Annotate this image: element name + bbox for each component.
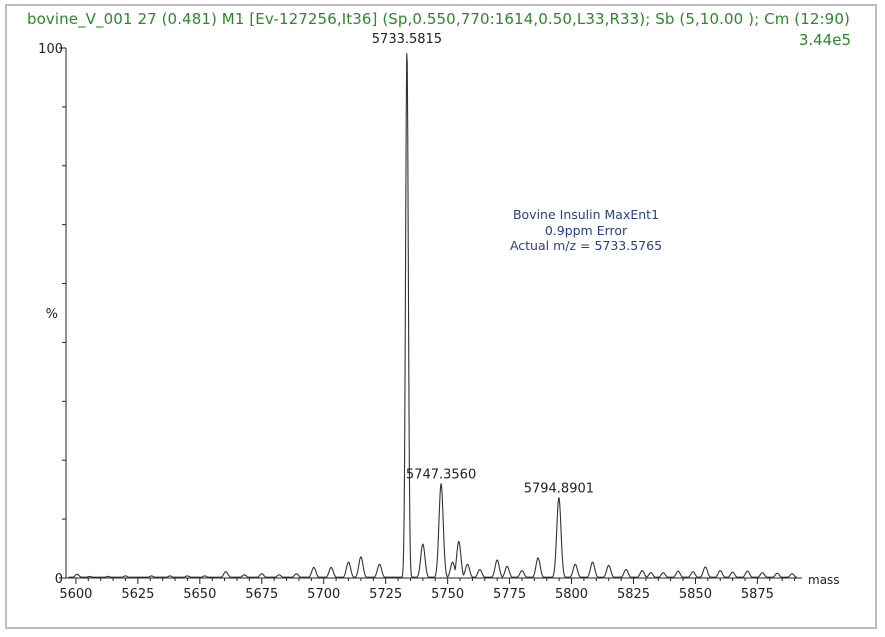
annotation-line-3: Actual m/z = 5733.5765 <box>509 238 663 253</box>
x-tick-label: 5825 <box>617 587 650 602</box>
max-intensity-label: 3.44e5 <box>798 31 851 49</box>
x-tick-label: 5875 <box>741 587 774 602</box>
peak-label: 5794.8901 <box>524 481 594 496</box>
y-tick-label: 100 <box>38 42 63 57</box>
x-tick-label: 5725 <box>369 587 402 602</box>
y-axis-label: % <box>46 307 58 322</box>
x-tick-label: 5775 <box>493 587 526 602</box>
x-tick-label: 5700 <box>307 587 340 602</box>
x-tick-label: 5850 <box>679 587 712 602</box>
annotation-box: Bovine Insulin MaxEnt1 0.9ppm Error Actu… <box>505 207 667 254</box>
spectrum-trace-layer <box>68 53 798 578</box>
x-axis-label: mass <box>808 573 840 587</box>
spectrum-frame <box>5 4 877 629</box>
x-tick-label: 5600 <box>59 587 92 602</box>
peak-labels: 5733.5815 5747.3560 5794.8901 <box>372 32 594 496</box>
annotation-line-1: Bovine Insulin MaxEnt1 <box>512 207 660 222</box>
axes: 0 100% 5600 5625 5650 5675 5700 5725 5750 5775 580… <box>38 42 839 602</box>
spectrum-trace <box>68 53 798 578</box>
x-tick-label: 5650 <box>183 587 216 602</box>
x-tick-label: 5800 <box>555 587 588 602</box>
x-tick-label: 5750 <box>431 587 464 602</box>
spectrum-header: bovine_V_001 27 (0.481) M1 [Ev-127256,It… <box>27 10 850 28</box>
annotation-line-2: 0.9ppm Error <box>544 222 628 238</box>
y-tick-label: 0 <box>55 572 63 587</box>
x-tick-label: 5625 <box>121 587 154 602</box>
peak-label: 5747.3560 <box>406 468 476 483</box>
x-tick-label: 5675 <box>245 587 278 602</box>
peak-label: 5733.5815 <box>372 32 442 47</box>
